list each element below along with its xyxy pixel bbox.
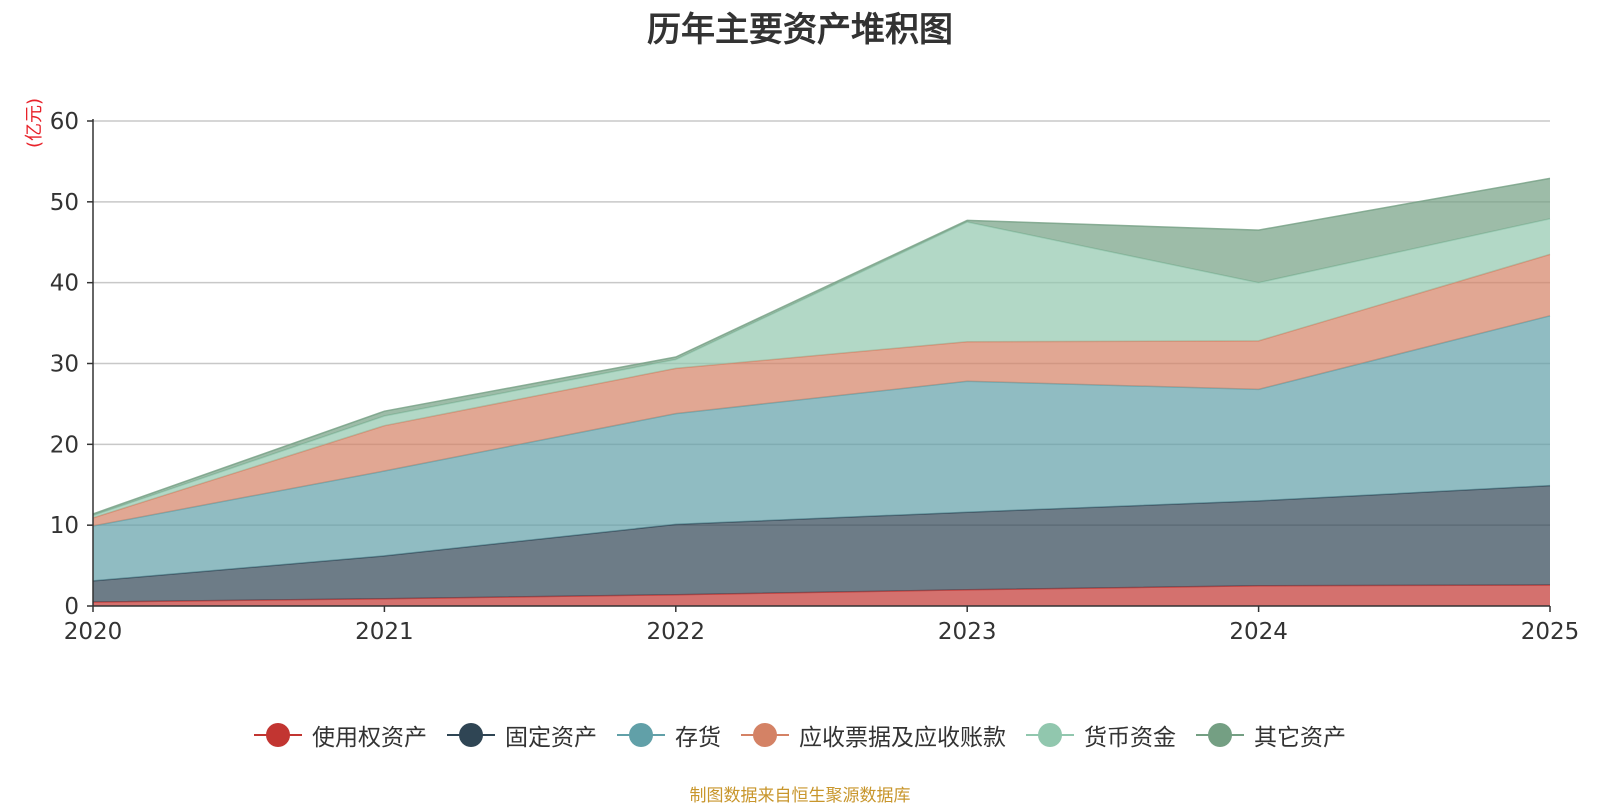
- x-tick-label: 2020: [64, 619, 123, 645]
- legend-item-1[interactable]: 使用权资产: [254, 718, 427, 752]
- legend-label: 应收票据及应收账款: [799, 725, 1006, 751]
- legend-label: 使用权资产: [312, 725, 427, 751]
- x-tick-label: 2021: [355, 619, 414, 645]
- y-tick-label: 10: [50, 513, 79, 539]
- legend-label: 固定资产: [505, 725, 597, 751]
- y-tick-label: 20: [50, 432, 79, 458]
- legend-marker-icon: [254, 723, 302, 747]
- x-tick-label: 2024: [1229, 619, 1288, 645]
- legend-item-5[interactable]: 货币资金: [1026, 718, 1176, 752]
- legend-item-3[interactable]: 存货: [617, 718, 721, 752]
- legend-marker-icon: [1026, 723, 1074, 747]
- legend-label: 货币资金: [1084, 725, 1176, 751]
- area-series-2: [93, 485, 1550, 602]
- legend-item-4[interactable]: 应收票据及应收账款: [741, 718, 1006, 752]
- legend-label: 存货: [675, 725, 721, 751]
- y-tick-label: 30: [50, 352, 79, 378]
- legend-marker-dot: [459, 723, 483, 747]
- y-tick-label: 60: [50, 109, 79, 135]
- area-series-4: [93, 254, 1550, 526]
- x-tick-label: 2023: [938, 619, 997, 645]
- legend-item-6[interactable]: 其它资产: [1196, 718, 1346, 752]
- legend-item-2[interactable]: 固定资产: [447, 718, 597, 752]
- area-series-6: [93, 178, 1550, 516]
- legend-marker-dot: [1208, 723, 1232, 747]
- area-series-1: [93, 585, 1550, 606]
- legend-marker-icon: [741, 723, 789, 747]
- y-tick-label: 40: [50, 271, 79, 297]
- area-series-5: [93, 218, 1550, 518]
- legend-marker-icon: [1196, 723, 1244, 747]
- legend: 使用权资产 固定资产 存货 应收票据及应收账款 货币资金 其它资产: [0, 718, 1600, 752]
- legend-marker-icon: [617, 723, 665, 747]
- area-series-3: [93, 315, 1550, 581]
- legend-label: 其它资产: [1254, 725, 1346, 751]
- chart-title: 历年主要资产堆积图: [647, 10, 953, 50]
- area-edge-series-6: [92, 177, 1551, 515]
- x-tick-label: 2025: [1521, 619, 1580, 645]
- legend-marker-dot: [1038, 723, 1062, 747]
- legend-marker-icon: [447, 723, 495, 747]
- legend-marker-dot: [266, 723, 290, 747]
- data-source-note: 制图数据来自恒生聚源数据库: [689, 786, 911, 806]
- x-tick-label: 2022: [647, 619, 706, 645]
- legend-marker-dot: [629, 723, 653, 747]
- y-tick-label: 50: [50, 190, 79, 216]
- y-tick-label: 0: [64, 594, 79, 620]
- legend-marker-dot: [753, 723, 777, 747]
